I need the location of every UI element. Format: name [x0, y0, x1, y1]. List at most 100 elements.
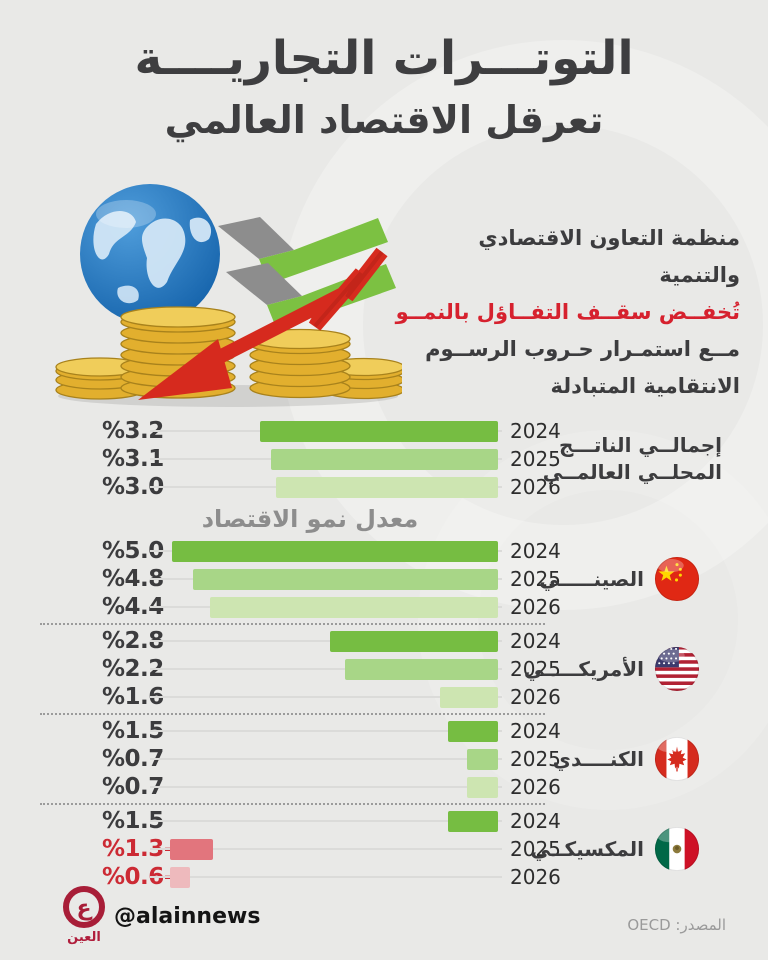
chart-row-usa-2025: %2.2 2025	[40, 655, 728, 683]
bar-canada-2024	[448, 720, 498, 742]
social-handle: @alainnews	[114, 904, 261, 929]
year-label-china-2026: 2026	[510, 595, 561, 619]
section-side-mexico: المكسيكــي	[531, 826, 700, 872]
intro-line-1: منظمة التعاون الاقتصادي والتنمية	[478, 226, 740, 287]
bar-world-2024	[260, 420, 498, 442]
coin-stack-icon	[55, 306, 405, 400]
chart-row-china-2026: %4.4 2026	[40, 593, 728, 621]
year-label-world-2025: 2025	[510, 447, 561, 471]
value-label-canada-2024: %1.5	[102, 718, 164, 744]
year-label-world-2024: 2024	[510, 419, 561, 443]
alain-logo: ع العين	[52, 884, 116, 945]
bar-mexico-2025	[170, 838, 213, 860]
bar-track	[150, 448, 502, 470]
bar-track	[150, 866, 502, 888]
chart-row-usa-2024: %2.8 2024	[40, 627, 728, 655]
economy-illustration	[48, 176, 405, 410]
chart-row-world-2024: %3.2 2024	[40, 417, 728, 445]
globe-coins-arrow-illustration	[55, 184, 405, 407]
chart-row-world-2026: %3.0 2026	[40, 473, 728, 501]
bar-track	[150, 720, 502, 742]
bar-track	[150, 658, 502, 680]
dotted-separator	[40, 623, 545, 625]
china-flag-icon	[654, 556, 700, 602]
svg-text:ع: ع	[76, 896, 92, 921]
value-label-world-2025: %3.1	[102, 446, 164, 472]
value-label-china-2025: %4.8	[102, 566, 164, 592]
year-label-usa-2024: 2024	[510, 629, 561, 653]
alain-logo-word: العين	[67, 930, 101, 945]
track-line	[150, 640, 502, 642]
mexico-flag-icon	[654, 826, 700, 872]
chart-row-mexico-2026: %0.6- 2026	[40, 863, 728, 891]
growth-chart: %3.2 2024 %3.1 2025 %3.0 2026 إجمالــي الناتــ…	[40, 417, 728, 891]
year-label-canada-2025: 2025	[510, 747, 561, 771]
canada-flag-icon	[654, 736, 700, 782]
track-line	[150, 758, 502, 760]
growth-rate-header: معدل نمو الاقتصاد	[201, 505, 419, 533]
year-label-mexico-2026: 2026	[510, 865, 561, 889]
chart-section-world: %3.2 2024 %3.1 2025 %3.0 2026 إجمالــي الناتــ…	[40, 417, 728, 501]
chart-row-china-2024: %5.0 2024	[40, 537, 728, 565]
intro-line-2-highlight: تُخفــض سقــف التفــاؤل بالنمــو	[395, 300, 740, 324]
bar-china-2025	[193, 568, 498, 590]
bar-mexico-2024	[448, 810, 498, 832]
chart-row-usa-2026: %1.6 2026	[40, 683, 728, 711]
year-label-usa-2025: 2025	[510, 657, 561, 681]
track-line	[150, 786, 502, 788]
chart-section-usa: %2.8 2024 %2.2 2025 %1.6 2026 الأمريكـــــي	[40, 627, 728, 711]
section-label-world: إجمالــي الناتـــج المحلــي العالمــي	[542, 433, 722, 484]
value-label-china-2026: %4.4	[102, 594, 164, 620]
bar-track	[150, 748, 502, 770]
bar-track	[150, 420, 502, 442]
chart-section-china: %5.0 2024 %4.8 2025 %4.4 2026 الصينـــــي	[40, 537, 728, 621]
dotted-separator	[40, 803, 545, 805]
value-label-usa-2024: %2.8	[102, 628, 164, 654]
alain-logo-icon: ع	[63, 886, 105, 928]
chart-section-mexico: %1.5 2024 %1.3- 2025 %0.6- 2026 المكسيكــي	[40, 807, 728, 891]
bar-track	[150, 540, 502, 562]
section-side-canada: الكنــــدي	[553, 736, 700, 782]
bar-track	[150, 686, 502, 708]
intro-line-3: مــع استمـرار حـروب الرســوم	[425, 337, 740, 361]
track-line	[150, 668, 502, 670]
bar-track	[150, 838, 502, 860]
bar-china-2026	[210, 596, 498, 618]
year-label-mexico-2024: 2024	[510, 809, 561, 833]
bar-track	[150, 810, 502, 832]
bar-china-2024	[172, 540, 498, 562]
falling-arrow-icon	[138, 247, 388, 400]
track-line	[150, 696, 502, 698]
chart-row-canada-2024: %1.5 2024	[40, 717, 728, 745]
source-label: المصدر: OECD	[627, 916, 726, 934]
year-label-mexico-2025: 2025	[510, 837, 561, 861]
year-label-canada-2024: 2024	[510, 719, 561, 743]
bar-usa-2025	[345, 658, 498, 680]
section-side-world: إجمالــي الناتـــج المحلــي العالمــي	[543, 432, 722, 486]
track-line	[150, 876, 502, 878]
year-label-usa-2026: 2026	[510, 685, 561, 709]
section-label-china: الصينـــــي	[539, 566, 644, 591]
section-label-mexico: المكسيكــي	[530, 836, 644, 861]
chart-row-mexico-2024: %1.5 2024	[40, 807, 728, 835]
value-label-canada-2026: %0.7	[102, 774, 164, 800]
track-line	[150, 730, 502, 732]
value-label-canada-2025: %0.7	[102, 746, 164, 772]
value-label-world-2026: %3.0	[102, 474, 164, 500]
bar-canada-2026	[467, 776, 498, 798]
bar-world-2025	[271, 448, 498, 470]
value-label-mexico-2025: %1.3-	[102, 836, 173, 862]
dotted-separator	[40, 713, 545, 715]
bar-mexico-2026	[170, 866, 190, 888]
value-label-china-2024: %5.0	[102, 538, 164, 564]
value-label-world-2024: %3.2	[102, 418, 164, 444]
section-side-usa: الأمريكـــــي	[524, 646, 700, 692]
section-label-canada: الكنــــدي	[552, 746, 644, 771]
title-line-2: تعرقل الاقتصاد العالمي	[164, 98, 604, 142]
page-title: التوتـــرات التجاريــــة تعرقل الاقتصاد …	[0, 26, 768, 148]
track-line	[150, 848, 502, 850]
bar-track	[150, 476, 502, 498]
chart-row-china-2025: %4.8 2025	[40, 565, 728, 593]
year-label-world-2026: 2026	[510, 475, 561, 499]
title-line-1: التوتـــرات التجاريــــة	[134, 31, 634, 86]
